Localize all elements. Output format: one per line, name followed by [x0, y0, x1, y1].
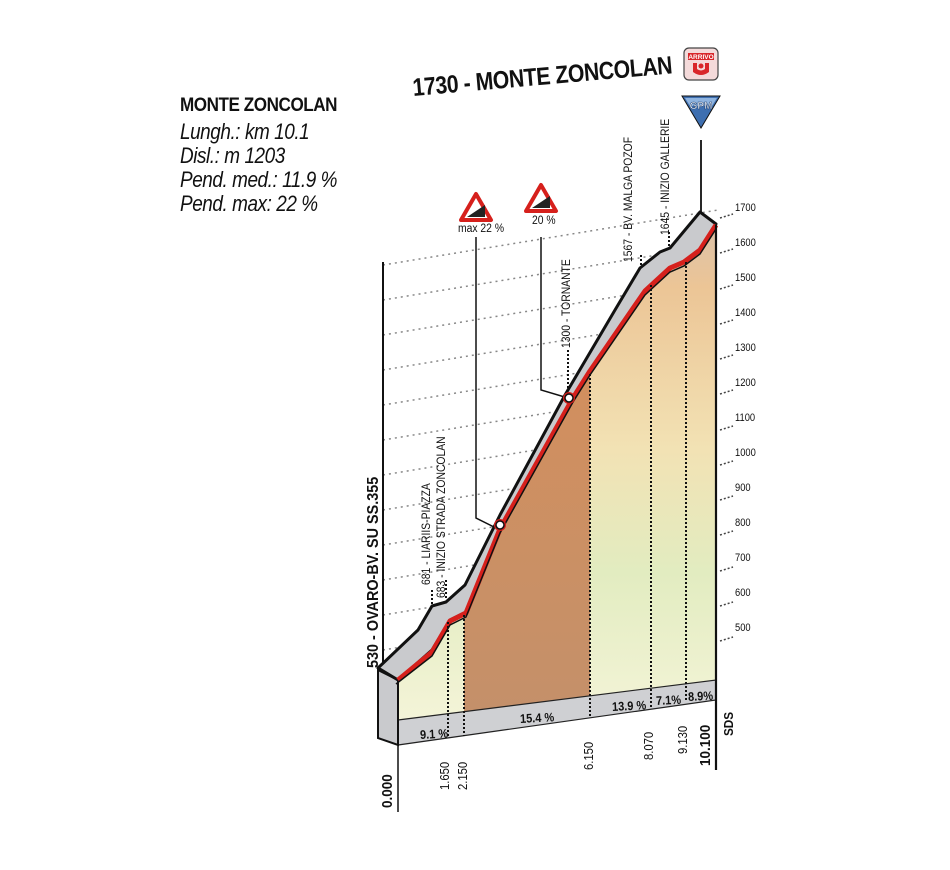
sds-label: SDS — [721, 711, 736, 736]
start-label: 530 - OVARO-BV. SU SS.355 — [365, 476, 382, 668]
segment-gradient: 13.9 % — [611, 698, 647, 714]
waypoint-label: 1300 - TORNANTE — [561, 259, 573, 348]
waypoint-label: 681 - LIARIIS-PIAZZA — [421, 483, 433, 585]
steep-section — [464, 374, 590, 716]
kom-gpm-icon: GPM — [681, 95, 721, 129]
steep-gradient-sign-icon — [524, 183, 558, 213]
y-tick: 800 — [735, 517, 751, 529]
sign-label-max22: max 22 % — [458, 223, 505, 235]
segment-gradient: 15.4 % — [519, 710, 555, 726]
segment-gradient: 9.1 % — [419, 726, 449, 742]
waypoint-label: 683 - INIZIO STRADA ZONCOLAN — [436, 436, 448, 598]
climb-max-gradient: Pend. max: 22 % — [180, 191, 318, 216]
climb-length: Lungh.: km 10.1 — [180, 119, 310, 144]
sign-max22-leader — [475, 237, 501, 531]
sign-20-leader — [540, 237, 569, 399]
km-mark: 0.000 — [379, 774, 396, 808]
km-mark: 1.650 — [438, 761, 452, 790]
y-tick: 1500 — [735, 272, 756, 284]
km-mark: 6.150 — [582, 741, 596, 770]
km-mark: 8.070 — [642, 731, 656, 760]
y-tick: 1600 — [735, 237, 756, 249]
waypoint-label: 1645 - INIZIO GALLERIE — [660, 118, 672, 235]
waypoint-label: 1567 - BV. MALGA POZOF — [623, 136, 635, 262]
climb-name: MONTE ZONCOLAN — [180, 95, 338, 116]
km-mark: 2.150 — [456, 761, 470, 790]
y-tick: 1300 — [735, 342, 756, 354]
y-tick: 600 — [735, 587, 751, 599]
y-tick: 1200 — [735, 377, 756, 389]
steep-gradient-sign-icon — [459, 192, 493, 222]
segment-gradient: 7.1% — [655, 692, 682, 708]
segment-gradient: 8.9% — [687, 688, 714, 704]
km-markers — [431, 232, 687, 738]
y-tick: 1100 — [735, 412, 756, 424]
finish-arrivo-icon: ARRIVO — [683, 47, 719, 81]
svg-text:ARRIVO: ARRIVO — [688, 54, 713, 61]
y-tick: 1000 — [735, 447, 756, 459]
climb-elevation-gain: Disl.: m 1203 — [180, 143, 285, 168]
y-axis-ticks — [719, 213, 734, 642]
climb-avg-gradient: Pend. med.: 11.9 % — [180, 167, 338, 192]
climb-info-box: MONTE ZONCOLAN Lungh.: km 10.1 Disl.: m … — [180, 96, 363, 217]
y-tick: 500 — [735, 622, 751, 634]
y-tick: 1400 — [735, 307, 756, 319]
start-block — [377, 668, 399, 747]
km-mark: 9.130 — [676, 725, 690, 754]
y-tick: 1700 — [735, 202, 756, 214]
km-mark: 10.100 — [697, 724, 714, 766]
svg-text:GPM: GPM — [690, 101, 713, 112]
y-tick: 900 — [735, 482, 751, 494]
y-tick: 700 — [735, 552, 751, 564]
sign-label-20: 20 % — [532, 215, 556, 227]
